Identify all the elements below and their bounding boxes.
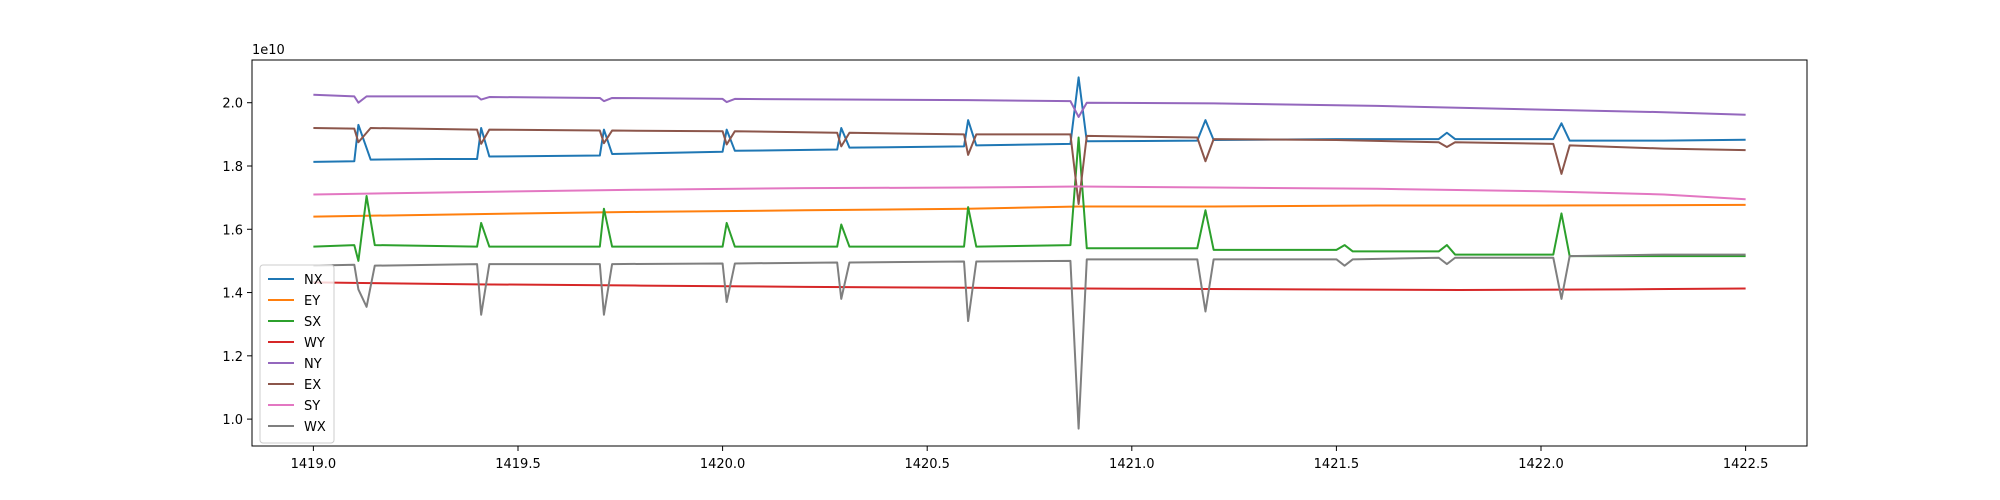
- axes: 1419.0 1419.5 1420.0 1420.5 1421.0 1421.5 1422…: [222, 59, 1808, 472]
- x-tick-label: 1419.5: [495, 457, 541, 472]
- legend-label-ey: EY: [304, 294, 320, 309]
- x-tick-label: 1422.5: [1723, 457, 1769, 472]
- series-line-sy: [313, 185, 1746, 201]
- legend-label-ex: EX: [304, 378, 321, 393]
- legend-label-nx: NX: [304, 273, 323, 288]
- plot-area: [313, 76, 1746, 430]
- legend-label-ny: NY: [304, 357, 322, 372]
- series-line-ny: [313, 93, 1746, 118]
- x-tick-label: 1421.0: [1109, 457, 1155, 472]
- series-line-ey: [313, 203, 1746, 218]
- y-tick-label: 1.4: [222, 287, 243, 302]
- plot-frame: [251, 59, 1808, 447]
- y-tick-label: 1.2: [222, 350, 243, 365]
- legend: NX EY SX WY NY EX SY WX: [259, 264, 335, 444]
- y-tick-label: 1.6: [222, 223, 243, 238]
- x-tick-label: 1420.5: [904, 457, 950, 472]
- y-axis-offset-label: 1e10: [252, 43, 285, 58]
- x-tick-label: 1422.0: [1518, 457, 1564, 472]
- series-line-nx: [313, 76, 1746, 163]
- x-tick-label: 1421.5: [1314, 457, 1360, 472]
- legend-label-sx: SX: [304, 315, 321, 330]
- series-line-wx: [313, 253, 1746, 430]
- x-tick-label: 1420.0: [700, 457, 746, 472]
- legend-label-wx: WX: [304, 420, 326, 435]
- y-tick-label: 1.0: [222, 413, 243, 428]
- legend-box: [259, 264, 335, 444]
- y-tick-label: 2.0: [222, 97, 243, 112]
- series-line-ex: [313, 127, 1746, 205]
- x-tick-label: 1419.0: [291, 457, 337, 472]
- legend-label-sy: SY: [304, 399, 320, 414]
- series-line-wy: [313, 281, 1746, 292]
- series-line-sx: [313, 136, 1746, 262]
- y-tick-label: 1.8: [222, 160, 243, 175]
- legend-label-wy: WY: [304, 336, 325, 351]
